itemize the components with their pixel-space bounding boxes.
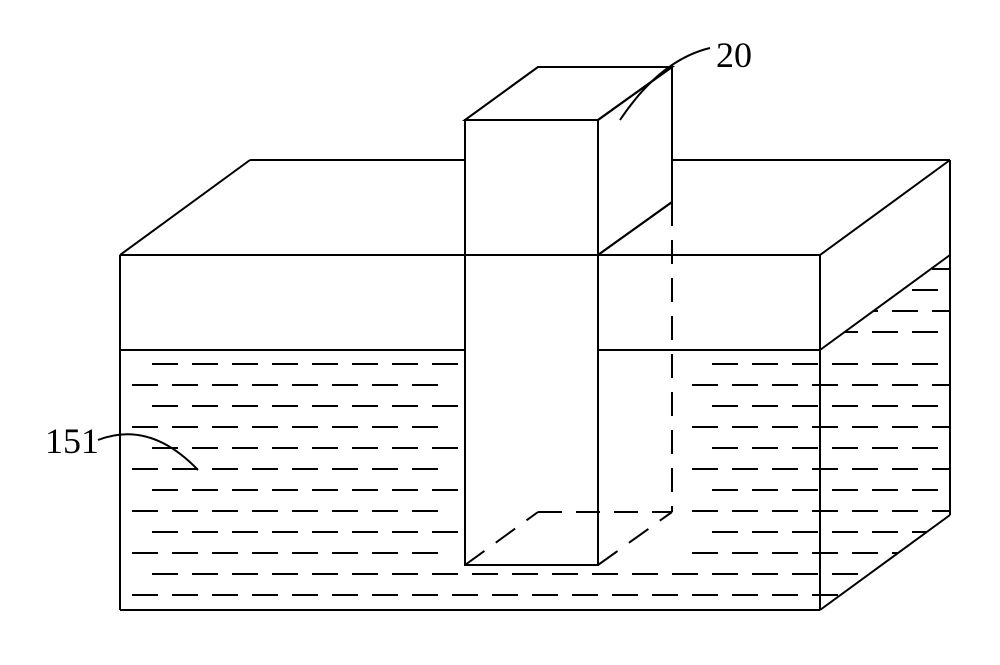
label-20: 20 [716, 34, 752, 76]
figure-root: 20 151 [0, 0, 1000, 665]
label-151: 151 [45, 420, 99, 462]
figure-svg [0, 0, 1000, 665]
